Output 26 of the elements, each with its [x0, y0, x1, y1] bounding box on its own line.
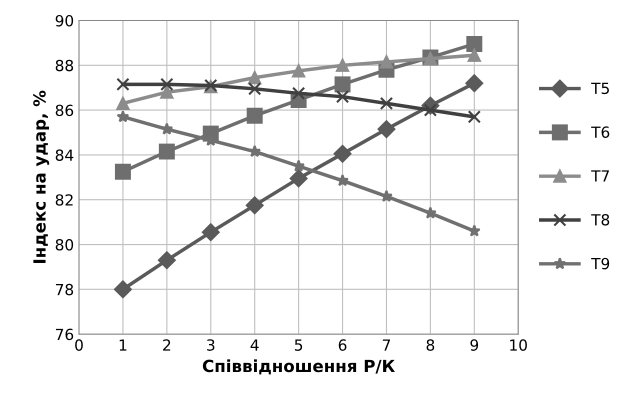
x-tick-label: 5 — [294, 339, 302, 351]
x-tick-label: 9 — [470, 339, 478, 351]
y-tick-label: 80 — [56, 239, 74, 251]
y-tick-label: 76 — [56, 328, 74, 340]
x-tick-label: 3 — [207, 339, 214, 351]
x-tick-label: 4 — [250, 339, 259, 351]
legend-label: T9 — [591, 258, 610, 270]
x-tick-label: 0 — [75, 339, 83, 351]
y-tick-label: 84 — [56, 149, 74, 161]
y-tick-label: 78 — [56, 284, 74, 296]
x-axis-title: Співвідношення Р/К — [202, 359, 395, 374]
x-tick-label: 10 — [510, 339, 527, 351]
y-axis-title: Індекс на удар, % — [33, 90, 50, 263]
x-tick-label: 6 — [338, 339, 346, 351]
legend-label: T5 — [591, 82, 609, 94]
y-tick-label: 88 — [56, 60, 74, 72]
x-tick-label: 8 — [426, 339, 434, 351]
legend-label: T6 — [591, 126, 610, 138]
legend-label: T7 — [591, 170, 609, 182]
y-tick-label: 90 — [56, 14, 74, 27]
x-tick-label: 2 — [163, 339, 170, 351]
legend-label: T8 — [591, 214, 610, 226]
x-tick-label: 1 — [120, 339, 126, 351]
y-tick-label: 82 — [56, 194, 73, 206]
x-tick-label: 7 — [382, 339, 390, 351]
y-tick-label: 86 — [56, 104, 74, 116]
